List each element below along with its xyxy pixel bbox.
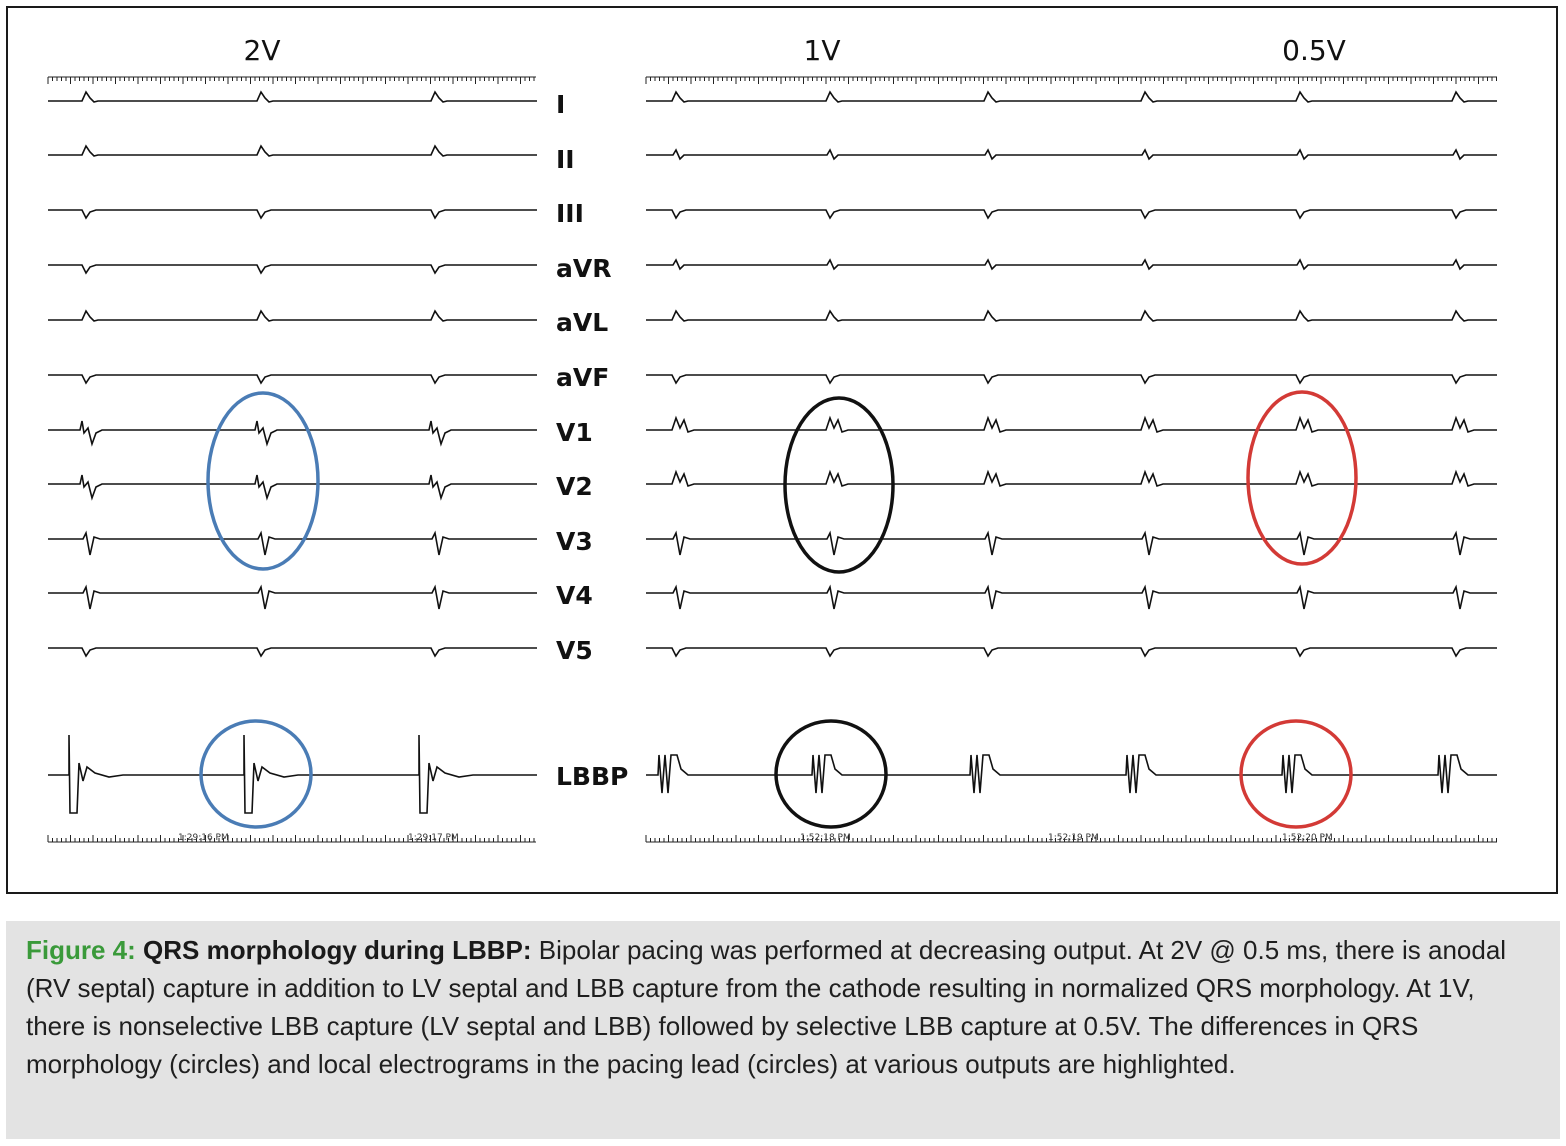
trace-left-lbbp: [48, 734, 537, 814]
trace-right-avf: [646, 374, 1497, 385]
trace-left-v1: [48, 420, 537, 447]
caption-paragraph: Figure 4: QRS morphology during LBBP: Bi…: [26, 931, 1540, 1083]
trace-right-avr: [646, 258, 1497, 271]
trace-left-ii: [48, 144, 537, 157]
caption-figure-label: Figure 4:: [26, 935, 136, 965]
timestamp-right-3: 1:52:20 PM: [1282, 833, 1333, 843]
trace-right-v2: [646, 469, 1497, 488]
trace-left-avf: [48, 374, 537, 385]
trace-right-iii: [646, 209, 1497, 220]
caption-body: Bipolar pacing was performed at decreasi…: [26, 935, 1507, 1079]
ecg-figure: 2V 1V 0.5V I II III aVR aVL aVF V1 V2 V3…: [47, 34, 1497, 843]
circle-0-5v-lbbp: [1239, 719, 1353, 829]
trace-right-v1: [646, 415, 1497, 434]
ruler-top-left: [47, 76, 536, 84]
voltage-label-1v: 1V: [804, 34, 841, 67]
lead-label-v2: V2: [556, 472, 593, 501]
trace-left-avr: [48, 264, 537, 275]
lead-label-iii: III: [556, 199, 584, 228]
lead-label-i: I: [556, 90, 565, 119]
trace-left-i: [48, 90, 537, 103]
circle-2v-lbbp: [199, 719, 313, 829]
lead-label-avf: aVF: [556, 363, 609, 392]
timestamp-left-1: 1:29:16 PM: [178, 833, 229, 843]
trace-left-avl: [48, 309, 537, 322]
ruler-bottom-left: [47, 835, 536, 843]
trace-right-lbbp: [646, 754, 1497, 794]
ruler-bottom-right: [645, 835, 1497, 843]
lead-label-lbbp: LBBP: [556, 762, 628, 791]
trace-right-v5: [646, 647, 1497, 658]
timestamp-right-1: 1:52:18 PM: [800, 833, 851, 843]
voltage-label-2v: 2V: [244, 34, 281, 67]
lead-label-v1: V1: [556, 418, 593, 447]
lead-label-v4: V4: [556, 581, 593, 610]
trace-right-i: [646, 90, 1497, 103]
circle-2v-surface: [206, 391, 320, 571]
circle-1v-surface: [783, 396, 895, 574]
trace-left-v5: [48, 647, 537, 658]
trace-left-v4: [48, 584, 537, 610]
time-rulers: [47, 76, 1497, 843]
trace-right-avl: [646, 309, 1497, 322]
timestamp-left-2: 1:29:17 PM: [408, 833, 459, 843]
circle-0-5v-surface: [1246, 390, 1358, 566]
lead-label-v5: V5: [556, 636, 593, 665]
trace-right-ii: [646, 148, 1497, 161]
lead-label-avl: aVL: [556, 308, 608, 337]
figure-caption: Figure 4: QRS morphology during LBBP: Bi…: [6, 921, 1560, 1139]
lead-label-ii: II: [556, 145, 575, 174]
voltage-label-0-5v: 0.5V: [1282, 34, 1346, 67]
trace-right-v4: [646, 584, 1497, 610]
ruler-top-right: [645, 76, 1497, 84]
trace-left-v2: [48, 474, 537, 501]
trace-left-v3: [48, 530, 537, 556]
lead-label-avr: aVR: [556, 254, 611, 283]
ecg-traces: [48, 90, 1497, 814]
ecg-figure-frame: [6, 6, 1558, 894]
trace-right-v3: [646, 530, 1497, 556]
lead-label-v3: V3: [556, 527, 593, 556]
circle-1v-lbbp: [774, 719, 888, 829]
timestamp-right-2: 1:52:19 PM: [1048, 833, 1099, 843]
trace-left-iii: [48, 209, 537, 220]
caption-title: QRS morphology during LBBP:: [143, 935, 532, 965]
